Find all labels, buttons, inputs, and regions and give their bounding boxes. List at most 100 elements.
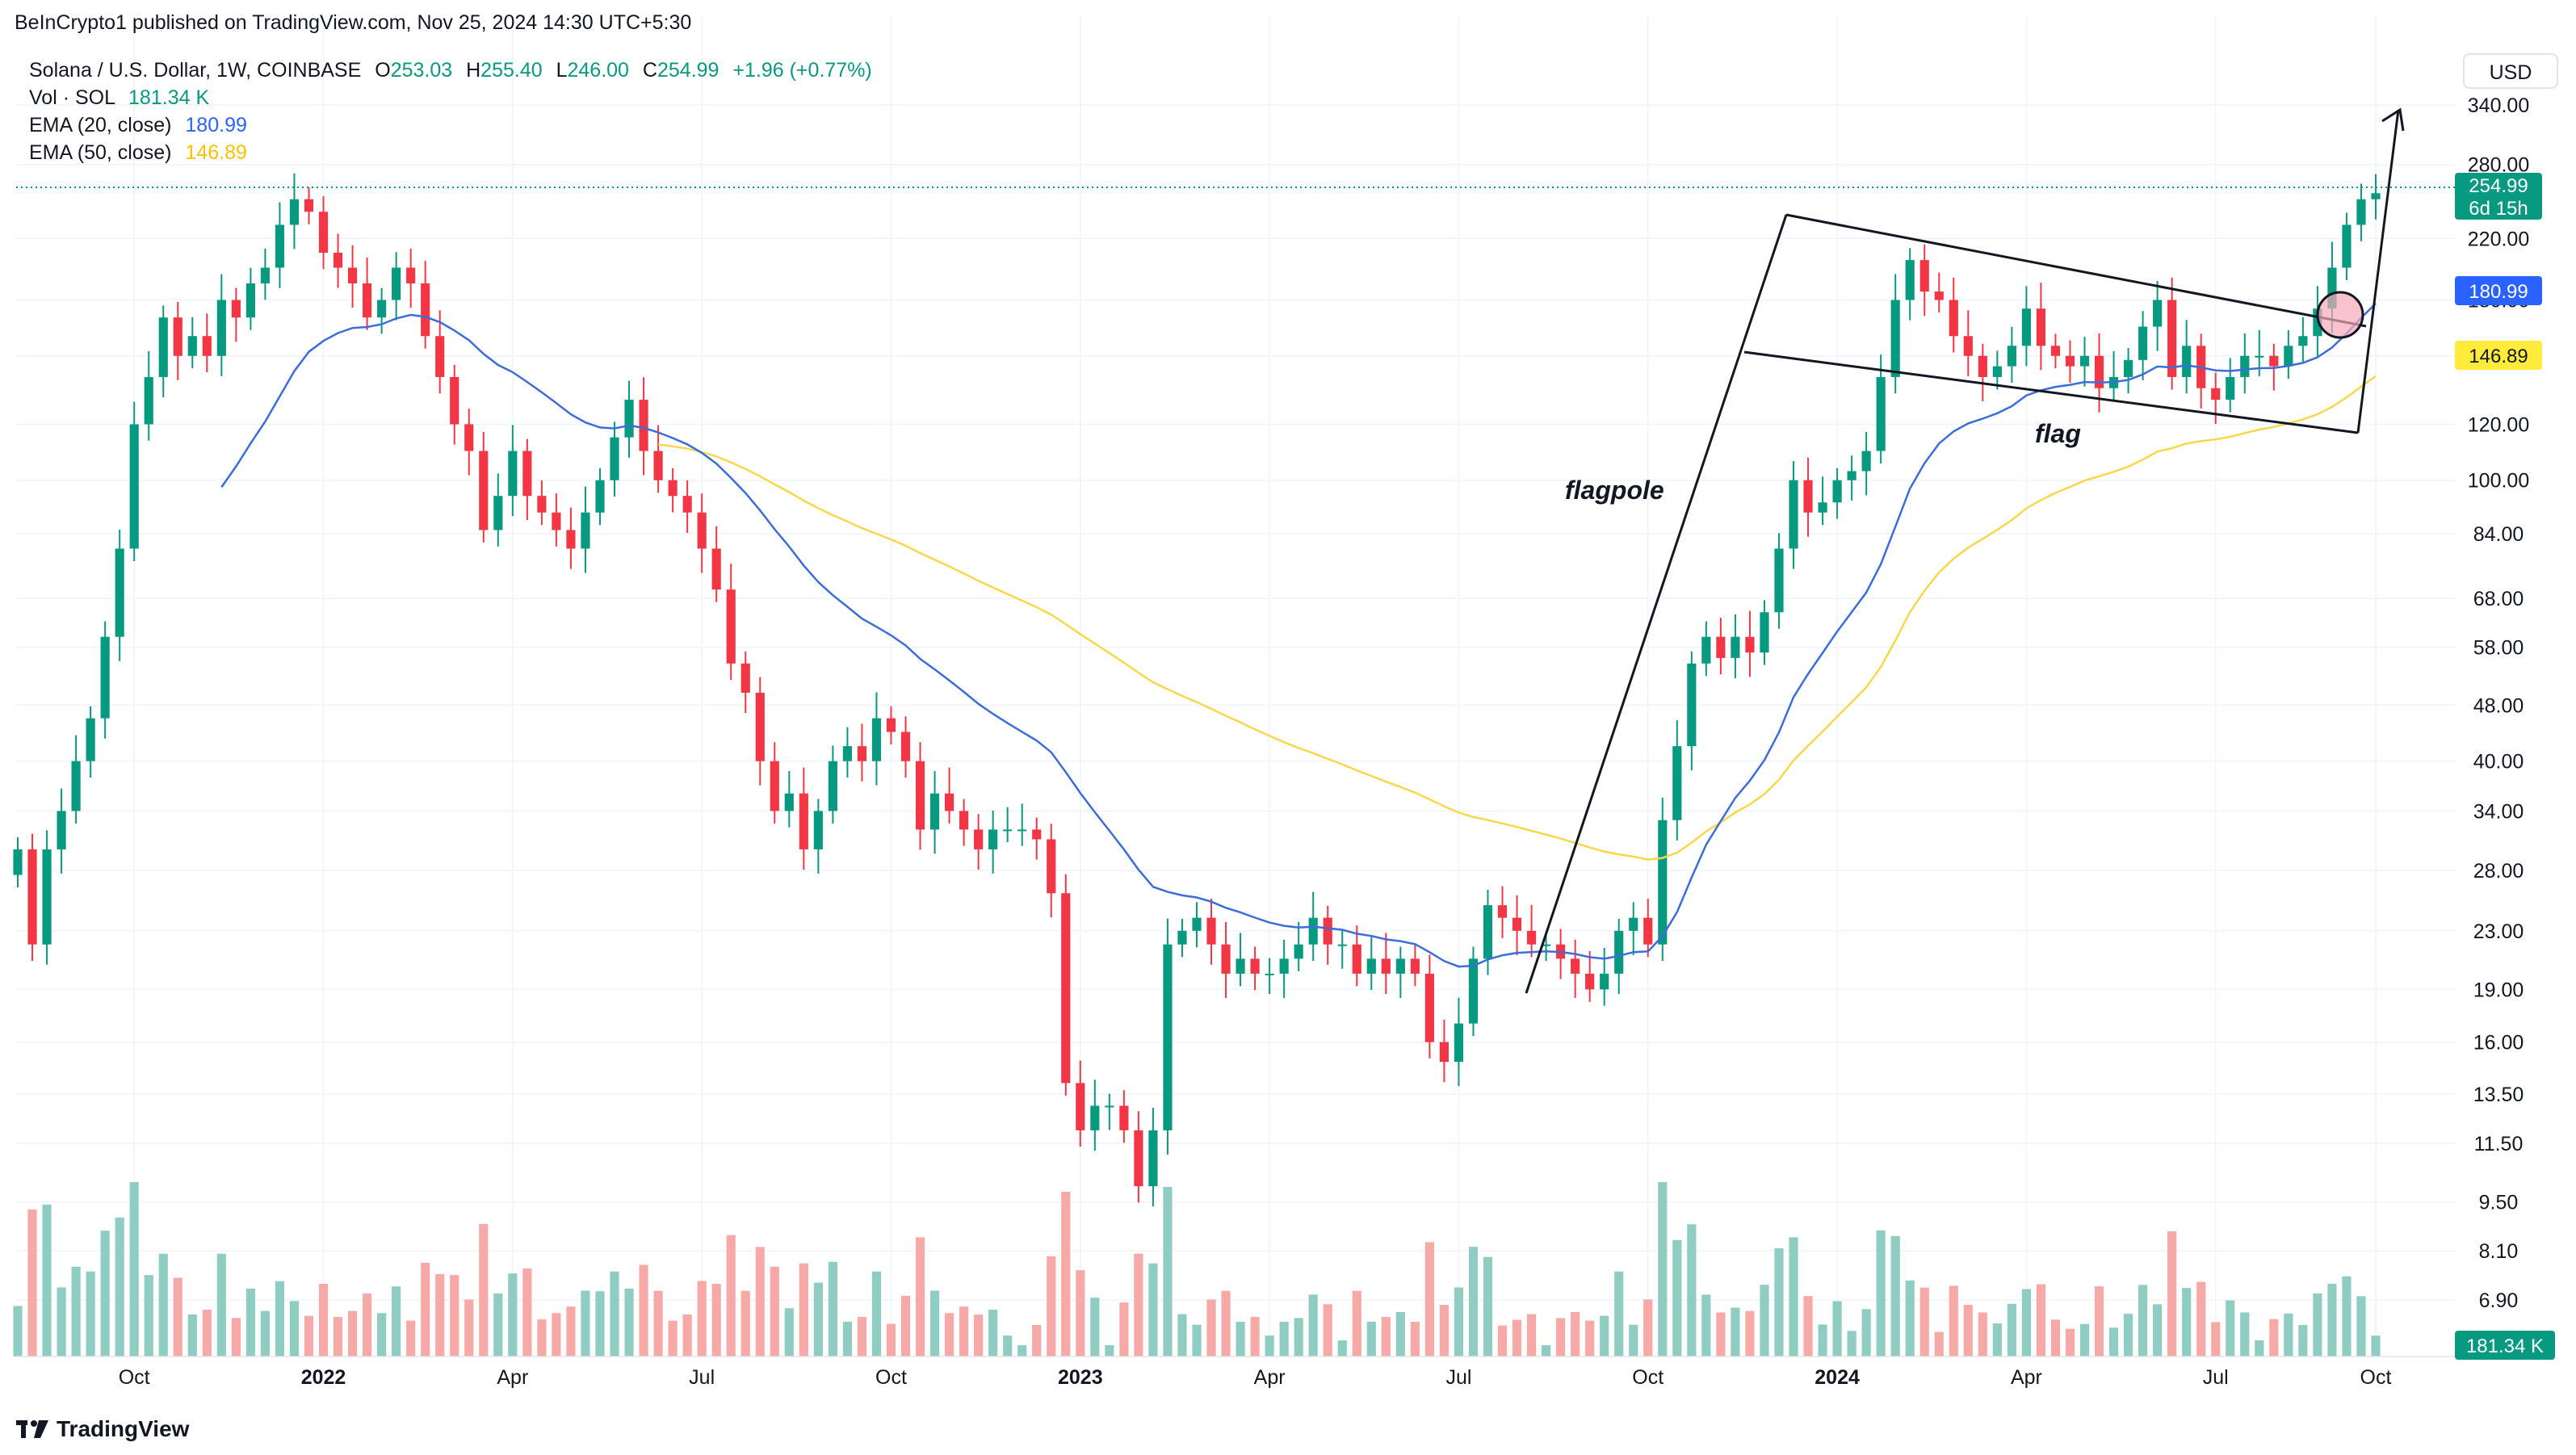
candle-body [2342,224,2352,268]
candle-body [275,224,285,268]
volume-bar [1148,1263,1158,1356]
volume-bar [740,1290,750,1356]
volume-bar [929,1290,940,1356]
volume-bar [363,1294,372,1356]
candle-body [639,400,648,451]
volume-bar [1366,1322,1376,1356]
volume-bar [304,1315,314,1356]
candle-body [231,300,241,318]
volume-bar [1061,1192,1071,1356]
y-tick-label: 40.00 [2473,751,2524,774]
y-tick-label: 8.10 [2479,1240,2519,1263]
candle-body [2327,267,2337,309]
candle-body [697,512,707,549]
price-label-volume: 181.34 K [2455,1331,2555,1360]
ema20-value: 180.99 [185,114,247,136]
candle-body [508,451,518,497]
volume-bar [1003,1335,1013,1356]
volume-bar [1308,1294,1318,1356]
volume-bar [1803,1296,1813,1356]
candle-body [1978,355,1987,377]
volume-bar [158,1253,168,1356]
volume-bar [857,1317,867,1356]
candle-body [2240,355,2250,377]
candle-body [129,424,139,549]
candle-body [900,732,911,761]
candle-body [959,811,969,830]
currency-button[interactable]: USD [2463,53,2558,89]
candle-body [1410,958,1420,974]
candle-body [1992,366,2002,377]
volume-bar [275,1281,285,1356]
volume-bar [1236,1322,1245,1356]
candle-body [173,317,183,356]
open-value: 253.03 [390,59,453,82]
candle-body [2182,346,2192,377]
candle-body [682,496,692,513]
candle-body [1629,917,1638,931]
candle-body [245,283,255,318]
volume-bar [1047,1256,1056,1356]
volume-bar [1789,1237,1798,1356]
candle-body [1105,1105,1114,1108]
volume-bar [886,1323,896,1356]
candle-body [726,589,736,664]
volume-bar [974,1315,984,1356]
candle-body [1424,973,1434,1042]
candle-body [944,793,954,811]
candle-body [2123,359,2133,377]
candle-body [2211,388,2221,400]
volume-bar [1337,1340,1347,1356]
candle-body [828,761,837,811]
x-tick-label: Jul [2203,1366,2229,1389]
symbol-name[interactable]: Solana / U.S. Dollar, 1W, COINBASE [29,59,362,82]
candle-body [1803,480,1813,513]
x-tick-label: Oct [2360,1366,2392,1389]
candle-body [2356,199,2366,225]
volume-bar [537,1319,547,1356]
candle-body [304,199,314,212]
tradingview-footer[interactable]: TradingView [16,1416,189,1442]
candle-body [1497,905,1508,918]
ema50-label[interactable]: EMA (50, close) [29,141,172,164]
volume-bar [1134,1253,1143,1356]
candle-body [552,512,561,530]
candle-body [1963,336,1973,356]
ema20-label[interactable]: EMA (20, close) [29,114,172,136]
candle-body [421,283,430,337]
time-axis[interactable]: Oct 2022 Apr Jul Oct 2023 Apr Jul Oct 2024 Apr Jul O… [16,1356,2455,1389]
candle-body [1818,502,1827,513]
volume-bar [915,1237,925,1356]
candle-body [392,267,401,300]
volume-bar [595,1291,605,1356]
volume-bar [377,1313,387,1356]
volume-bar [2313,1293,2322,1356]
candle-body [1061,893,1071,1084]
candle-body [57,811,66,849]
volume-bar [347,1310,358,1356]
svg-text:254.99: 254.99 [2469,175,2528,197]
y-tick-label: 84.00 [2473,523,2524,546]
candle-body [1119,1105,1129,1130]
volume-bar [2284,1313,2293,1356]
candle-body [1395,958,1405,974]
candle-body [1047,839,1056,894]
volume-bar [406,1320,416,1356]
volume-bar [581,1290,590,1356]
volume-bar [1760,1285,1769,1356]
low-label: L [556,59,568,82]
candle-body [450,376,459,425]
volume-bar [187,1315,197,1356]
volume-bar [1716,1312,1726,1356]
flag-label: flag [2035,419,2081,448]
change-value: +1.96 (+0.77%) [732,59,872,82]
volume-bar [1774,1248,1784,1356]
volume-bar [566,1306,576,1356]
candle-body [929,793,940,830]
volume-label[interactable]: Vol · SOL [29,86,115,109]
volume-bar [479,1223,489,1356]
candle-body [2065,355,2075,367]
svg-text:180.99: 180.99 [2469,281,2528,303]
volume-bar [1410,1322,1420,1356]
